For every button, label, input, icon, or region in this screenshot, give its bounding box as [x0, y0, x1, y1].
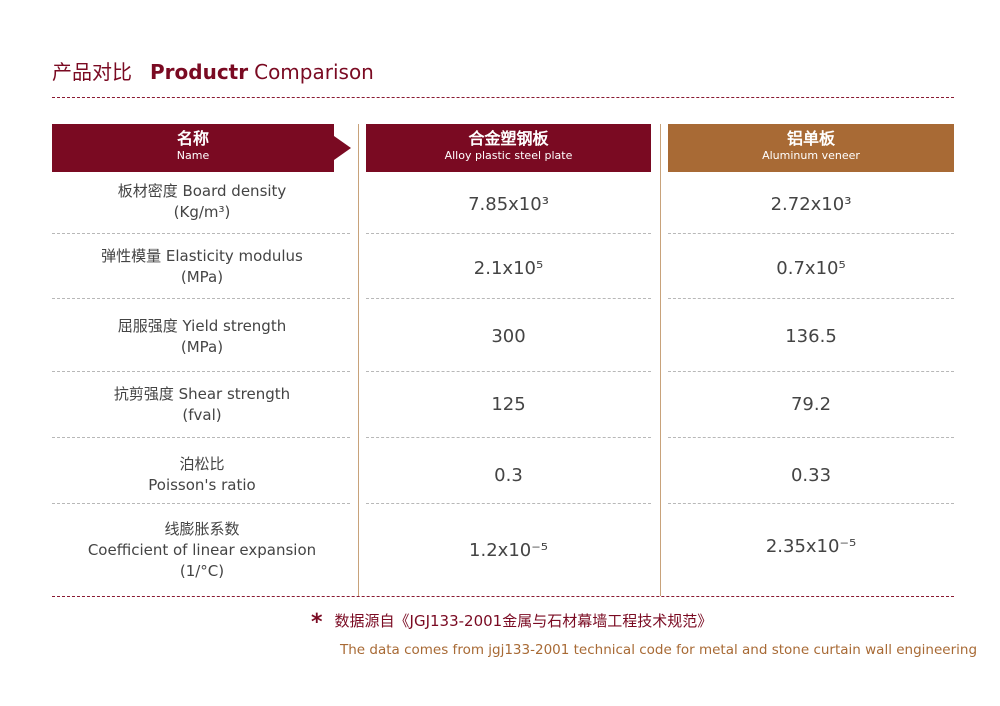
row-divider	[668, 437, 954, 438]
row-divider	[52, 503, 350, 504]
steel-value: 2.1x10⁵	[473, 257, 544, 279]
steel-value: 1.2x10⁻⁵	[469, 539, 548, 561]
header-name-en: Name	[176, 149, 210, 162]
row-divider	[366, 437, 651, 438]
top-divider	[52, 97, 954, 98]
column-divider	[358, 124, 359, 596]
row-label-line: (MPa)	[180, 268, 224, 286]
header-steel: 合金塑钢板 Alloy plastic steel plate	[366, 124, 651, 172]
aluminum-value: 2.35x10⁻⁵	[765, 535, 857, 557]
steel-value: 300	[491, 325, 526, 347]
footnote-en: The data comes from jgj133-2001 technica…	[340, 642, 978, 658]
row-label-line: (MPa)	[180, 338, 224, 356]
row-label-line: 弹性模量 Elasticity modulus	[101, 247, 303, 265]
header-name-cn: 名称	[176, 129, 209, 148]
aluminum-value: 0.7x10⁵	[776, 257, 846, 279]
page-title-en-bold: Productr	[150, 60, 249, 84]
bottom-divider	[52, 596, 954, 597]
row-label-line: 屈服强度 Yield strength	[117, 317, 287, 335]
row-divider	[52, 371, 350, 372]
header-steel-en: Alloy plastic steel plate	[444, 149, 573, 162]
row-label-line: Poisson's ratio	[148, 476, 256, 494]
header-arrow-icon	[334, 136, 351, 160]
row-label-line: 泊松比	[179, 455, 225, 473]
footnote-cn-text: 数据源自《JGJ133-2001金属与石材幕墙工程技术规范》	[334, 612, 713, 630]
row-divider	[668, 233, 954, 234]
row-label: 抗剪强度 Shear strength (fval)	[52, 372, 352, 438]
row-label-line: 抗剪强度 Shear strength	[113, 385, 291, 403]
footnote-cn: * 数据源自《JGJ133-2001金属与石材幕墙工程技术规范》	[311, 610, 712, 635]
aluminum-value: 136.5	[785, 325, 837, 347]
aluminum-value: 79.2	[790, 393, 832, 415]
page-title-cn: 产品对比	[52, 60, 132, 84]
row-divider	[668, 503, 954, 504]
row-label: 弹性模量 Elasticity modulus (MPa)	[52, 234, 352, 300]
header-steel-cn: 合金塑钢板	[468, 129, 549, 148]
row-label: 线膨胀系数 Coefficient of linear expansion (1…	[52, 504, 352, 596]
steel-value: 7.85x10³	[468, 193, 549, 215]
row-label-line: 板材密度 Board density	[117, 182, 287, 200]
row-divider	[366, 503, 651, 504]
row-label: 板材密度 Board density (Kg/m³)	[52, 172, 352, 232]
row-label-line: 线膨胀系数	[164, 519, 240, 538]
row-label: 屈服强度 Yield strength (MPa)	[52, 299, 352, 375]
row-divider	[52, 437, 350, 438]
steel-value: 0.3	[494, 464, 523, 486]
column-divider	[660, 124, 661, 596]
header-name: 名称 Name	[52, 124, 334, 172]
aluminum-value: 0.33	[790, 464, 832, 486]
steel-value: 125	[491, 393, 526, 415]
row-label-line: (Kg/m³)	[173, 203, 231, 221]
row-divider	[366, 371, 651, 372]
page-title: 产品对比 Productr Comparison	[52, 58, 374, 86]
header-aluminum: 铝单板 Aluminum veneer	[668, 124, 954, 172]
row-divider	[52, 298, 350, 299]
header-aluminum-en: Aluminum veneer	[762, 149, 860, 162]
asterisk-icon: *	[311, 610, 323, 635]
row-divider	[668, 298, 954, 299]
row-divider	[668, 371, 954, 372]
row-label-line: (fval)	[182, 406, 222, 424]
row-divider	[366, 233, 651, 234]
row-label: 泊松比 Poisson's ratio	[52, 438, 352, 512]
row-divider	[366, 298, 651, 299]
page-title-en-light: Comparison	[254, 60, 374, 84]
row-label-line: (1/°C)	[179, 561, 225, 580]
row-label-line: Coefficient of linear expansion	[87, 540, 317, 559]
header-aluminum-cn: 铝单板	[786, 129, 835, 148]
aluminum-value: 2.72x10³	[770, 193, 852, 215]
row-divider	[52, 233, 350, 234]
